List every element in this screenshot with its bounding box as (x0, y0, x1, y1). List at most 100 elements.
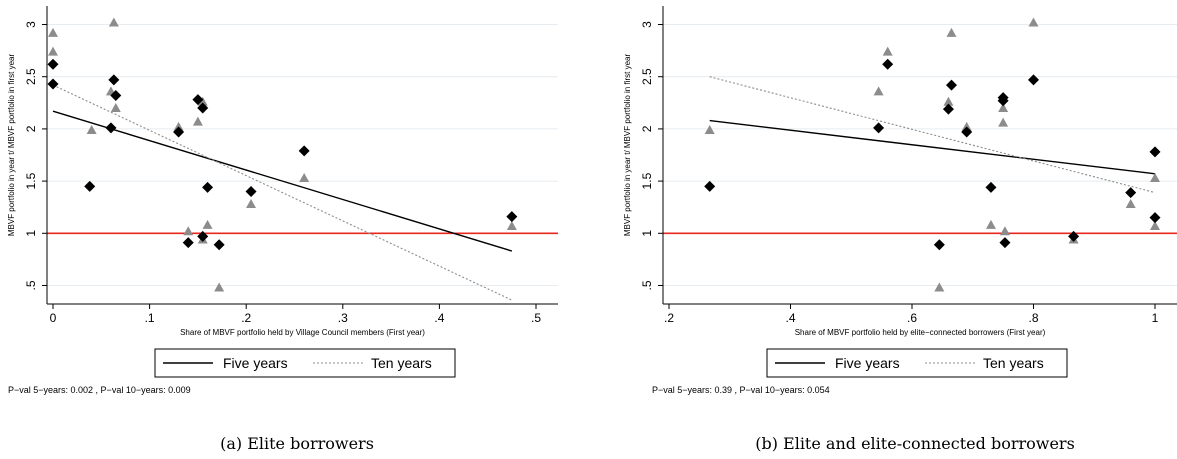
gridlines (47, 24, 558, 286)
x-tick-label: 1 (1152, 311, 1159, 325)
point-five-years (985, 181, 997, 193)
point-ten-years (873, 86, 884, 96)
point-ten-years (197, 96, 208, 106)
point-five-years (1028, 74, 1039, 86)
point-ten-years (1150, 220, 1160, 230)
data-points (47, 17, 518, 292)
point-five-years (105, 122, 117, 134)
x-tick-label: .6 (907, 311, 917, 325)
point-ten-years (934, 282, 945, 292)
point-ten-years (110, 103, 121, 113)
point-five-years (245, 186, 257, 198)
y-tick-label: 2.5 (640, 68, 654, 85)
caption: (a) Elite borrowers (220, 434, 374, 453)
y-tick-label: 2.5 (24, 68, 38, 85)
axes: .5 1 1.5 2 2.5 3 .2 .4 .6 .8 1 (640, 6, 1177, 325)
point-ten-years (202, 219, 213, 229)
point-five-years (506, 211, 518, 223)
point-five-years (192, 94, 204, 106)
point-five-years (182, 237, 194, 249)
point-ten-years (86, 124, 97, 134)
point-five-years (882, 58, 894, 70)
point-ten-years (985, 219, 996, 229)
point-ten-years (214, 282, 225, 292)
point-five-years (933, 239, 945, 251)
axes: .5 1 1.5 2 2.5 3 0 .1 .2 .3 .4 .5 (24, 6, 558, 325)
fit-line-ten-years (709, 76, 1156, 194)
y-tick-label: .5 (640, 280, 654, 290)
x-tick-label: .5 (531, 311, 541, 325)
y-tick-label: .5 (24, 280, 38, 290)
fit-line-five-years (52, 110, 513, 252)
x-tick-label: .2 (241, 311, 251, 325)
y-tick-label: 1 (24, 230, 38, 237)
legend: Five years Ten years (766, 348, 1068, 378)
point-five-years (173, 126, 185, 138)
x-axis-label: Share of MBVF portfolio held by elite−co… (795, 328, 1046, 337)
point-ten-years (999, 226, 1010, 236)
point-five-years (961, 126, 973, 138)
point-ten-years (48, 27, 58, 37)
y-tick-label: 1 (640, 230, 654, 237)
point-ten-years (946, 27, 957, 37)
legend-label-five-years: Five years (223, 355, 288, 371)
point-ten-years (882, 46, 893, 56)
point-ten-years (173, 121, 184, 131)
point-ten-years (192, 116, 203, 126)
point-ten-years (1150, 172, 1160, 182)
point-five-years (942, 103, 954, 115)
point-five-years (997, 95, 1009, 107)
y-tick-label: 1.5 (24, 172, 38, 189)
point-ten-years (183, 226, 194, 236)
point-five-years (999, 237, 1011, 249)
point-ten-years (108, 17, 119, 27)
point-ten-years (1125, 199, 1136, 209)
point-five-years (704, 180, 716, 192)
panel-a: .5 1 1.5 2 2.5 3 0 .1 .2 .3 .4 .5 Share of MBVF por… (7, 6, 558, 453)
x-tick-label: .3 (338, 311, 348, 325)
legend-label-ten-years: Ten years (371, 355, 432, 371)
point-five-years (1149, 146, 1161, 158)
point-five-years (1125, 187, 1137, 199)
y-tick-label: 3 (24, 21, 38, 28)
point-ten-years (998, 117, 1009, 127)
x-tick-label: .2 (664, 311, 674, 325)
x-tick-label: .8 (1028, 311, 1038, 325)
point-five-years (945, 79, 957, 91)
point-five-years (110, 90, 122, 102)
fit-line-five-years (709, 119, 1156, 175)
legend: Five years Ten years (154, 348, 456, 378)
y-axis-label: MBVF portfolio in year t/ MBVF portfolio… (623, 54, 632, 237)
gridlines (663, 24, 1177, 286)
point-five-years (298, 145, 310, 157)
point-five-years (197, 230, 209, 242)
x-tick-label: 0 (50, 311, 57, 325)
point-five-years (84, 180, 96, 192)
legend-label-ten-years: Ten years (983, 355, 1044, 371)
x-tick-label: .4 (785, 311, 795, 325)
point-ten-years (704, 124, 715, 134)
panel-b: .5 1 1.5 2 2.5 3 .2 .4 .6 .8 1 Share of MBVF portf… (623, 6, 1177, 453)
x-axis-label: Share of MBVF portfolio held by Village … (180, 328, 425, 337)
x-tick-label: .1 (145, 311, 155, 325)
point-five-years (47, 58, 59, 70)
point-five-years (213, 239, 225, 251)
point-five-years (197, 102, 209, 114)
y-tick-label: 1.5 (640, 172, 654, 189)
y-tick-label: 3 (640, 21, 654, 28)
caption: (b) Elite and elite-connected borrowers (755, 434, 1075, 453)
legend-label-five-years: Five years (835, 355, 900, 371)
point-five-years (47, 78, 59, 90)
point-ten-years (506, 220, 517, 230)
p-value-note: P−val 5−years: 0.39 , P−val 10−years: 0.… (652, 385, 830, 395)
y-axis-label: MBVF portfolio in year t/ MBVF portfolio… (7, 54, 16, 237)
point-ten-years (998, 103, 1009, 113)
point-ten-years (48, 46, 58, 56)
point-ten-years (246, 199, 257, 209)
fit-lines (709, 76, 1156, 194)
y-tick-label: 2 (640, 125, 654, 132)
point-five-years (1068, 230, 1080, 242)
point-ten-years (943, 96, 954, 106)
data-points (704, 17, 1161, 292)
